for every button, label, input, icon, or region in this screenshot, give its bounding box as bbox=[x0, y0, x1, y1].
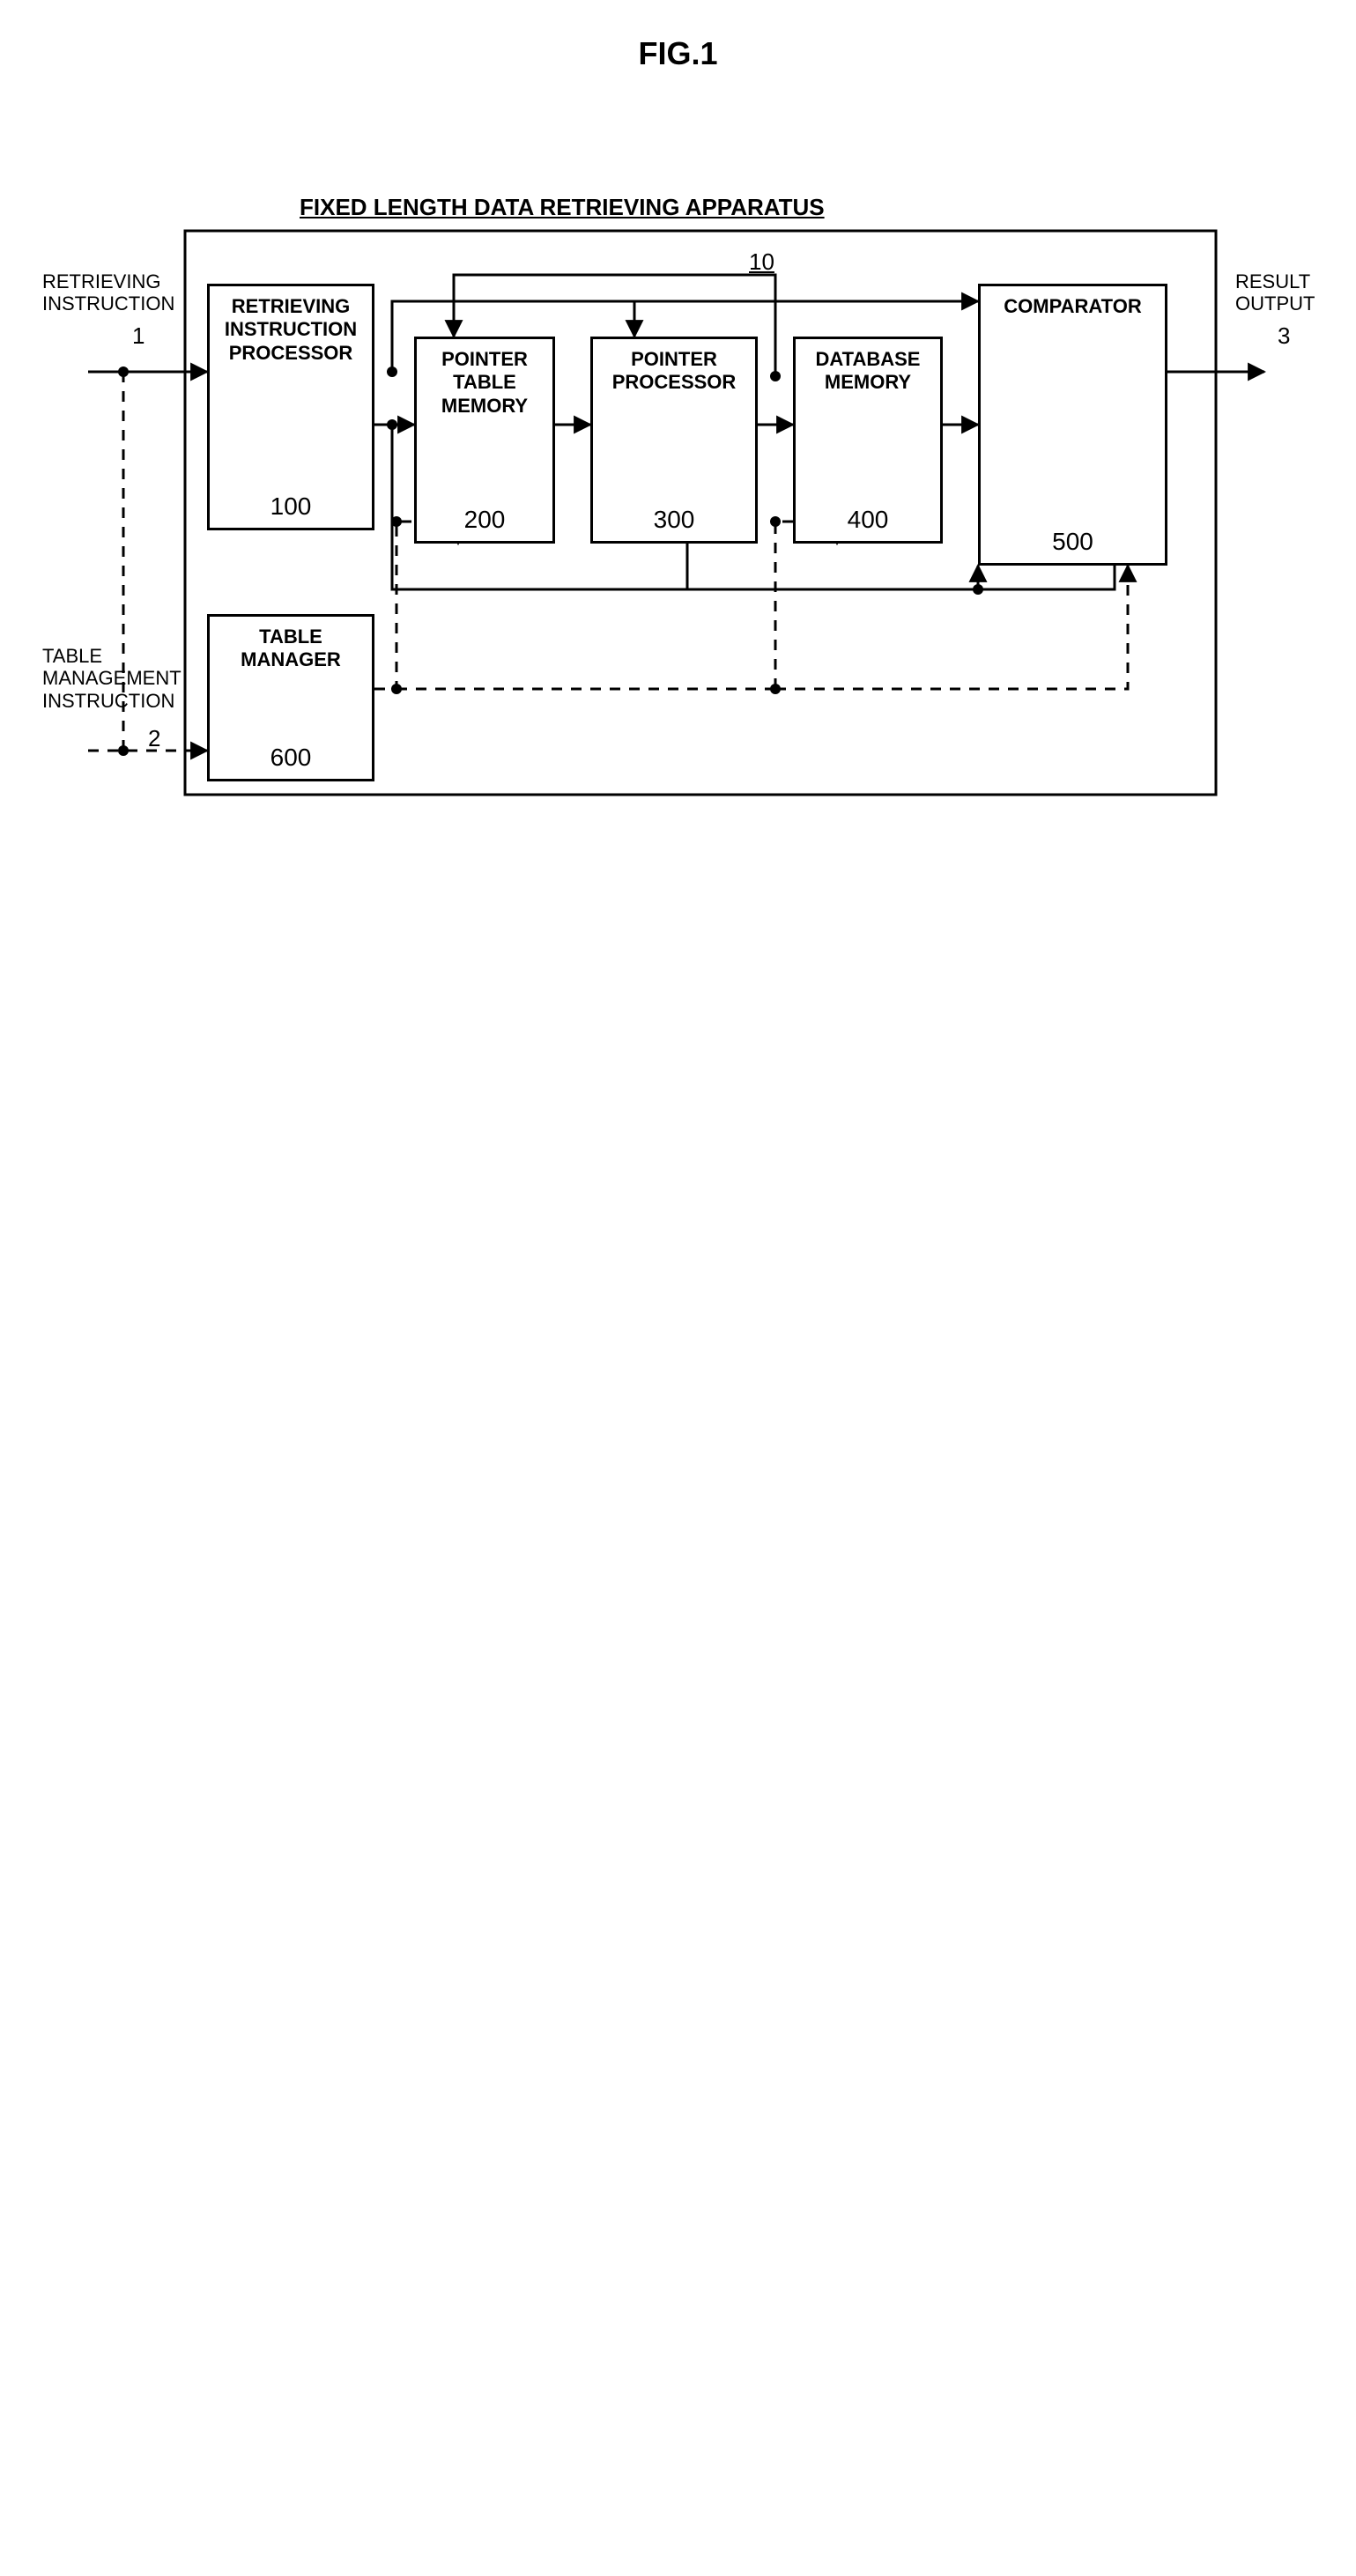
box-dbm-label: DATABASE MEMORY bbox=[796, 348, 940, 395]
box-rip: RETRIEVING INSTRUCTION PROCESSOR 100 bbox=[207, 284, 374, 530]
box-pp-id: 300 bbox=[593, 506, 755, 534]
box-pp-label: POINTER PROCESSOR bbox=[593, 348, 755, 395]
box-ptm: POINTER TABLE MEMORY 200 bbox=[414, 337, 555, 544]
box-cmp-id: 500 bbox=[981, 528, 1165, 556]
box-rip-id: 100 bbox=[210, 492, 372, 521]
dashed-wire-4 bbox=[775, 522, 837, 689]
box-rip-label: RETRIEVING INSTRUCTION PROCESSOR bbox=[210, 295, 372, 365]
box-tm-id: 600 bbox=[210, 744, 372, 772]
box-pp: POINTER PROCESSOR 300 bbox=[590, 337, 758, 544]
box-ptm-label: POINTER TABLE MEMORY bbox=[417, 348, 552, 418]
box-cmp-label: COMPARATOR bbox=[981, 295, 1165, 318]
box-dbm: DATABASE MEMORY 400 bbox=[793, 337, 943, 544]
solid-junction-3 bbox=[973, 584, 983, 595]
dashed-wire-5 bbox=[775, 566, 1128, 689]
box-tm-label: TABLE MANAGER bbox=[210, 625, 372, 672]
box-cmp: COMPARATOR 500 bbox=[978, 284, 1167, 566]
box-tm: TABLE MANAGER 600 bbox=[207, 614, 374, 781]
dashed-junction-2 bbox=[391, 684, 402, 694]
solid-wire-9 bbox=[687, 544, 978, 589]
dashed-junction-0 bbox=[118, 745, 129, 756]
dashed-wire-2 bbox=[374, 522, 458, 689]
dashed-junction-1 bbox=[118, 366, 129, 377]
dashed-junction-3 bbox=[391, 516, 402, 527]
solid-junction-2 bbox=[770, 371, 781, 381]
dashed-junction-5 bbox=[770, 516, 781, 527]
figure-title: FIG.1 bbox=[35, 35, 1321, 72]
diagram-canvas: FIXED LENGTH DATA RETRIEVING APPARATUS 1… bbox=[35, 99, 1322, 892]
box-ptm-id: 200 bbox=[417, 506, 552, 534]
box-dbm-id: 400 bbox=[796, 506, 940, 534]
dashed-junction-4 bbox=[770, 684, 781, 694]
solid-junction-1 bbox=[387, 419, 397, 430]
solid-junction-0 bbox=[387, 366, 397, 377]
